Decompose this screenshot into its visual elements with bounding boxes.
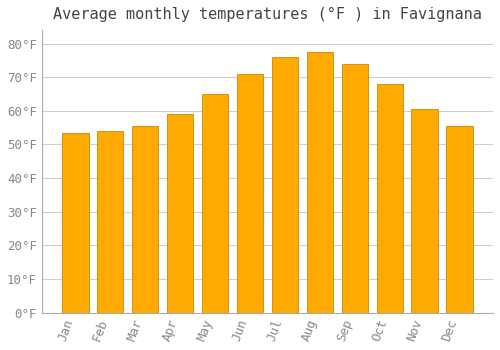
Bar [306,52,333,313]
Bar [272,57,298,313]
Bar [202,94,228,313]
Bar [167,114,193,313]
Bar [446,126,472,313]
Bar [237,74,263,313]
Title: Average monthly temperatures (°F ) in Favignana: Average monthly temperatures (°F ) in Fa… [53,7,482,22]
Bar [342,64,368,313]
Bar [97,131,124,313]
Bar [132,126,158,313]
Bar [62,133,88,313]
Bar [412,109,438,313]
Bar [376,84,402,313]
